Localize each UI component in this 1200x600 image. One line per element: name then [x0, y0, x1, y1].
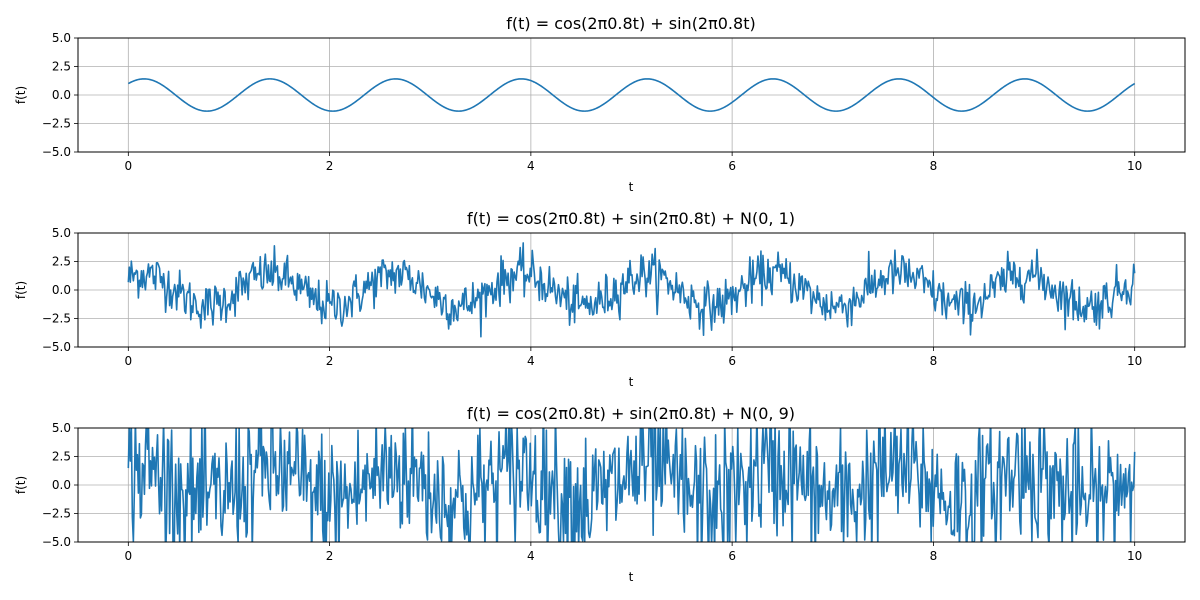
- x-tick-label: 8: [930, 159, 938, 173]
- x-tick-label: 0: [124, 159, 132, 173]
- y-tick-label: −2.5: [42, 312, 71, 326]
- y-tick-label: −5.0: [42, 145, 71, 159]
- x-tick-label: 8: [930, 354, 938, 368]
- x-tick-label: 10: [1127, 549, 1142, 563]
- x-tick-label: 4: [527, 549, 535, 563]
- subplot-1-grid: [78, 37, 1185, 153]
- y-tick-label: 5.0: [52, 421, 71, 435]
- subplot-1: f(t) = cos(2π0.8t) + sin(2π0.8t) 0 2 4 6 8 10…: [14, 14, 1186, 194]
- y-tick-label: −2.5: [42, 117, 71, 131]
- subplot-3-series-line: [127, 428, 1136, 542]
- x-tick-label: 10: [1127, 354, 1142, 368]
- y-tick-label: 0.0: [52, 88, 71, 102]
- y-tick-label: −5.0: [42, 340, 71, 354]
- subplot-3-ylabel: f(t): [14, 476, 28, 494]
- y-tick-label: 2.5: [52, 450, 71, 464]
- subplot-1-ylabel: f(t): [14, 86, 28, 104]
- subplot-2-series-line: [127, 242, 1136, 338]
- y-tick-label: 0.0: [52, 283, 71, 297]
- subplot-2-xlabel: t: [629, 375, 634, 389]
- x-tick-label: 6: [728, 159, 736, 173]
- x-tick-label: 6: [728, 549, 736, 563]
- x-tick-label: 4: [527, 354, 535, 368]
- subplot-1-title: f(t) = cos(2π0.8t) + sin(2π0.8t): [506, 14, 755, 33]
- subplot-1-ticks: 0 2 4 6 8 10 −5.0 −2.5 0.0 2.5 5.0: [42, 31, 1142, 173]
- x-tick-label: 6: [728, 354, 736, 368]
- y-tick-label: 2.5: [52, 255, 71, 269]
- subplot-2: f(t) = cos(2π0.8t) + sin(2π0.8t) + N(0, …: [14, 209, 1186, 389]
- y-tick-label: −2.5: [42, 507, 71, 521]
- y-tick-label: −5.0: [42, 535, 71, 549]
- x-tick-label: 4: [527, 159, 535, 173]
- y-tick-label: 2.5: [52, 60, 71, 74]
- x-tick-label: 8: [930, 549, 938, 563]
- x-tick-label: 0: [124, 549, 132, 563]
- subplot-2-grid: [78, 232, 1185, 348]
- subplot-2-title: f(t) = cos(2π0.8t) + sin(2π0.8t) + N(0, …: [467, 209, 795, 228]
- x-tick-label: 10: [1127, 159, 1142, 173]
- y-tick-label: 5.0: [52, 226, 71, 240]
- subplot-2-ylabel: f(t): [14, 281, 28, 299]
- x-tick-label: 2: [326, 549, 334, 563]
- subplot-2-frame: [77, 232, 1186, 348]
- x-tick-label: 2: [326, 354, 334, 368]
- y-tick-label: 5.0: [52, 31, 71, 45]
- subplot-3-title: f(t) = cos(2π0.8t) + sin(2π0.8t) + N(0, …: [467, 404, 795, 423]
- subplot-1-series-line: [127, 78, 1136, 112]
- subplot-1-xlabel: t: [629, 180, 634, 194]
- subplot-3-ticks: 0 2 4 6 8 10 −5.0 −2.5 0.0 2.5 5.0: [42, 421, 1142, 563]
- y-tick-label: 0.0: [52, 478, 71, 492]
- x-tick-label: 0: [124, 354, 132, 368]
- subplot-3: f(t) = cos(2π0.8t) + sin(2π0.8t) + N(0, …: [14, 404, 1186, 584]
- subplot-1-frame: [77, 37, 1186, 153]
- subplot-3-xlabel: t: [629, 570, 634, 584]
- subplot-3-frame: [77, 427, 1186, 543]
- x-tick-label: 2: [326, 159, 334, 173]
- subplot-2-ticks: 0 2 4 6 8 10 −5.0 −2.5 0.0 2.5 5.0: [42, 226, 1142, 368]
